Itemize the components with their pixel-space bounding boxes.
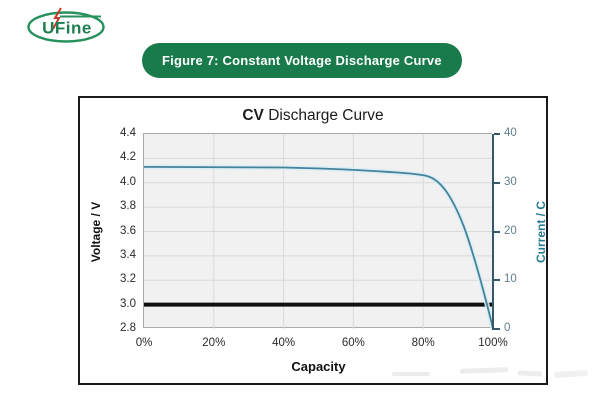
plot-area: 4.4 4.2 4.0 3.8 3.6 3.4 3.2 3.0 2.8 40 3… bbox=[89, 127, 548, 374]
x-tick: 80% bbox=[411, 337, 435, 349]
lightning-bolt-icon bbox=[52, 7, 62, 30]
x-axis-label: Capacity bbox=[291, 359, 346, 374]
plot-canvas bbox=[144, 134, 493, 329]
ufine-logo-graphic: UFine bbox=[27, 7, 105, 43]
y-left-tick: 3.6 bbox=[120, 224, 136, 237]
y-left-tick: 4.4 bbox=[120, 127, 136, 139]
discharge-curve-line bbox=[144, 166, 493, 329]
y-right-axis-label: Current / C bbox=[534, 201, 548, 264]
logo-ellipse bbox=[27, 11, 105, 43]
y-left-tick: 3.2 bbox=[120, 273, 136, 286]
chart-title-rest: Discharge Curve bbox=[263, 107, 384, 124]
watermark-smudge bbox=[553, 369, 589, 379]
right-axis-tick bbox=[494, 328, 500, 330]
figure-caption-text: Figure 7: Constant Voltage Discharge Cur… bbox=[162, 53, 442, 68]
y-right-tick: 10 bbox=[504, 273, 517, 286]
right-axis-tick bbox=[494, 279, 500, 282]
ufine-logo: UFine bbox=[24, 7, 108, 45]
figure-caption-badge: Figure 7: Constant Voltage Discharge Cur… bbox=[142, 43, 462, 78]
y-right-tick: 20 bbox=[504, 224, 517, 237]
chart-title-prefix: CV bbox=[242, 107, 264, 124]
logo-text: UFine bbox=[42, 19, 92, 38]
right-axis-tick bbox=[494, 181, 500, 184]
x-tick: 0% bbox=[135, 337, 153, 349]
x-tick: 20% bbox=[202, 337, 226, 349]
right-axis-tick bbox=[494, 133, 500, 135]
x-tick: 60% bbox=[341, 337, 365, 349]
x-tick: 100% bbox=[478, 337, 508, 349]
watermark-smudge bbox=[517, 370, 543, 377]
y-left-tick: 2.8 bbox=[120, 322, 136, 334]
y-left-tick: 3.8 bbox=[120, 200, 136, 213]
chart-panel: CV Discharge Curve bbox=[78, 96, 548, 385]
y-left-tick: 3.4 bbox=[120, 248, 136, 261]
watermark-smudge bbox=[459, 367, 509, 374]
chart-title: CV Discharge Curve bbox=[80, 107, 546, 125]
y-left-tick: 4.0 bbox=[120, 175, 136, 188]
gridlines bbox=[144, 134, 493, 329]
watermark-smudge bbox=[392, 372, 430, 376]
y-left-axis-label: Voltage / V bbox=[89, 201, 103, 263]
y-right-tick: 30 bbox=[504, 175, 517, 188]
x-tick: 40% bbox=[272, 337, 296, 349]
y-right-tick: 0 bbox=[504, 322, 511, 334]
right-axis-tick bbox=[494, 230, 500, 233]
right-axis-line bbox=[492, 134, 494, 330]
y-left-tick: 4.2 bbox=[120, 151, 136, 164]
y-right-tick: 40 bbox=[504, 127, 517, 139]
y-left-tick: 3.0 bbox=[120, 297, 136, 310]
